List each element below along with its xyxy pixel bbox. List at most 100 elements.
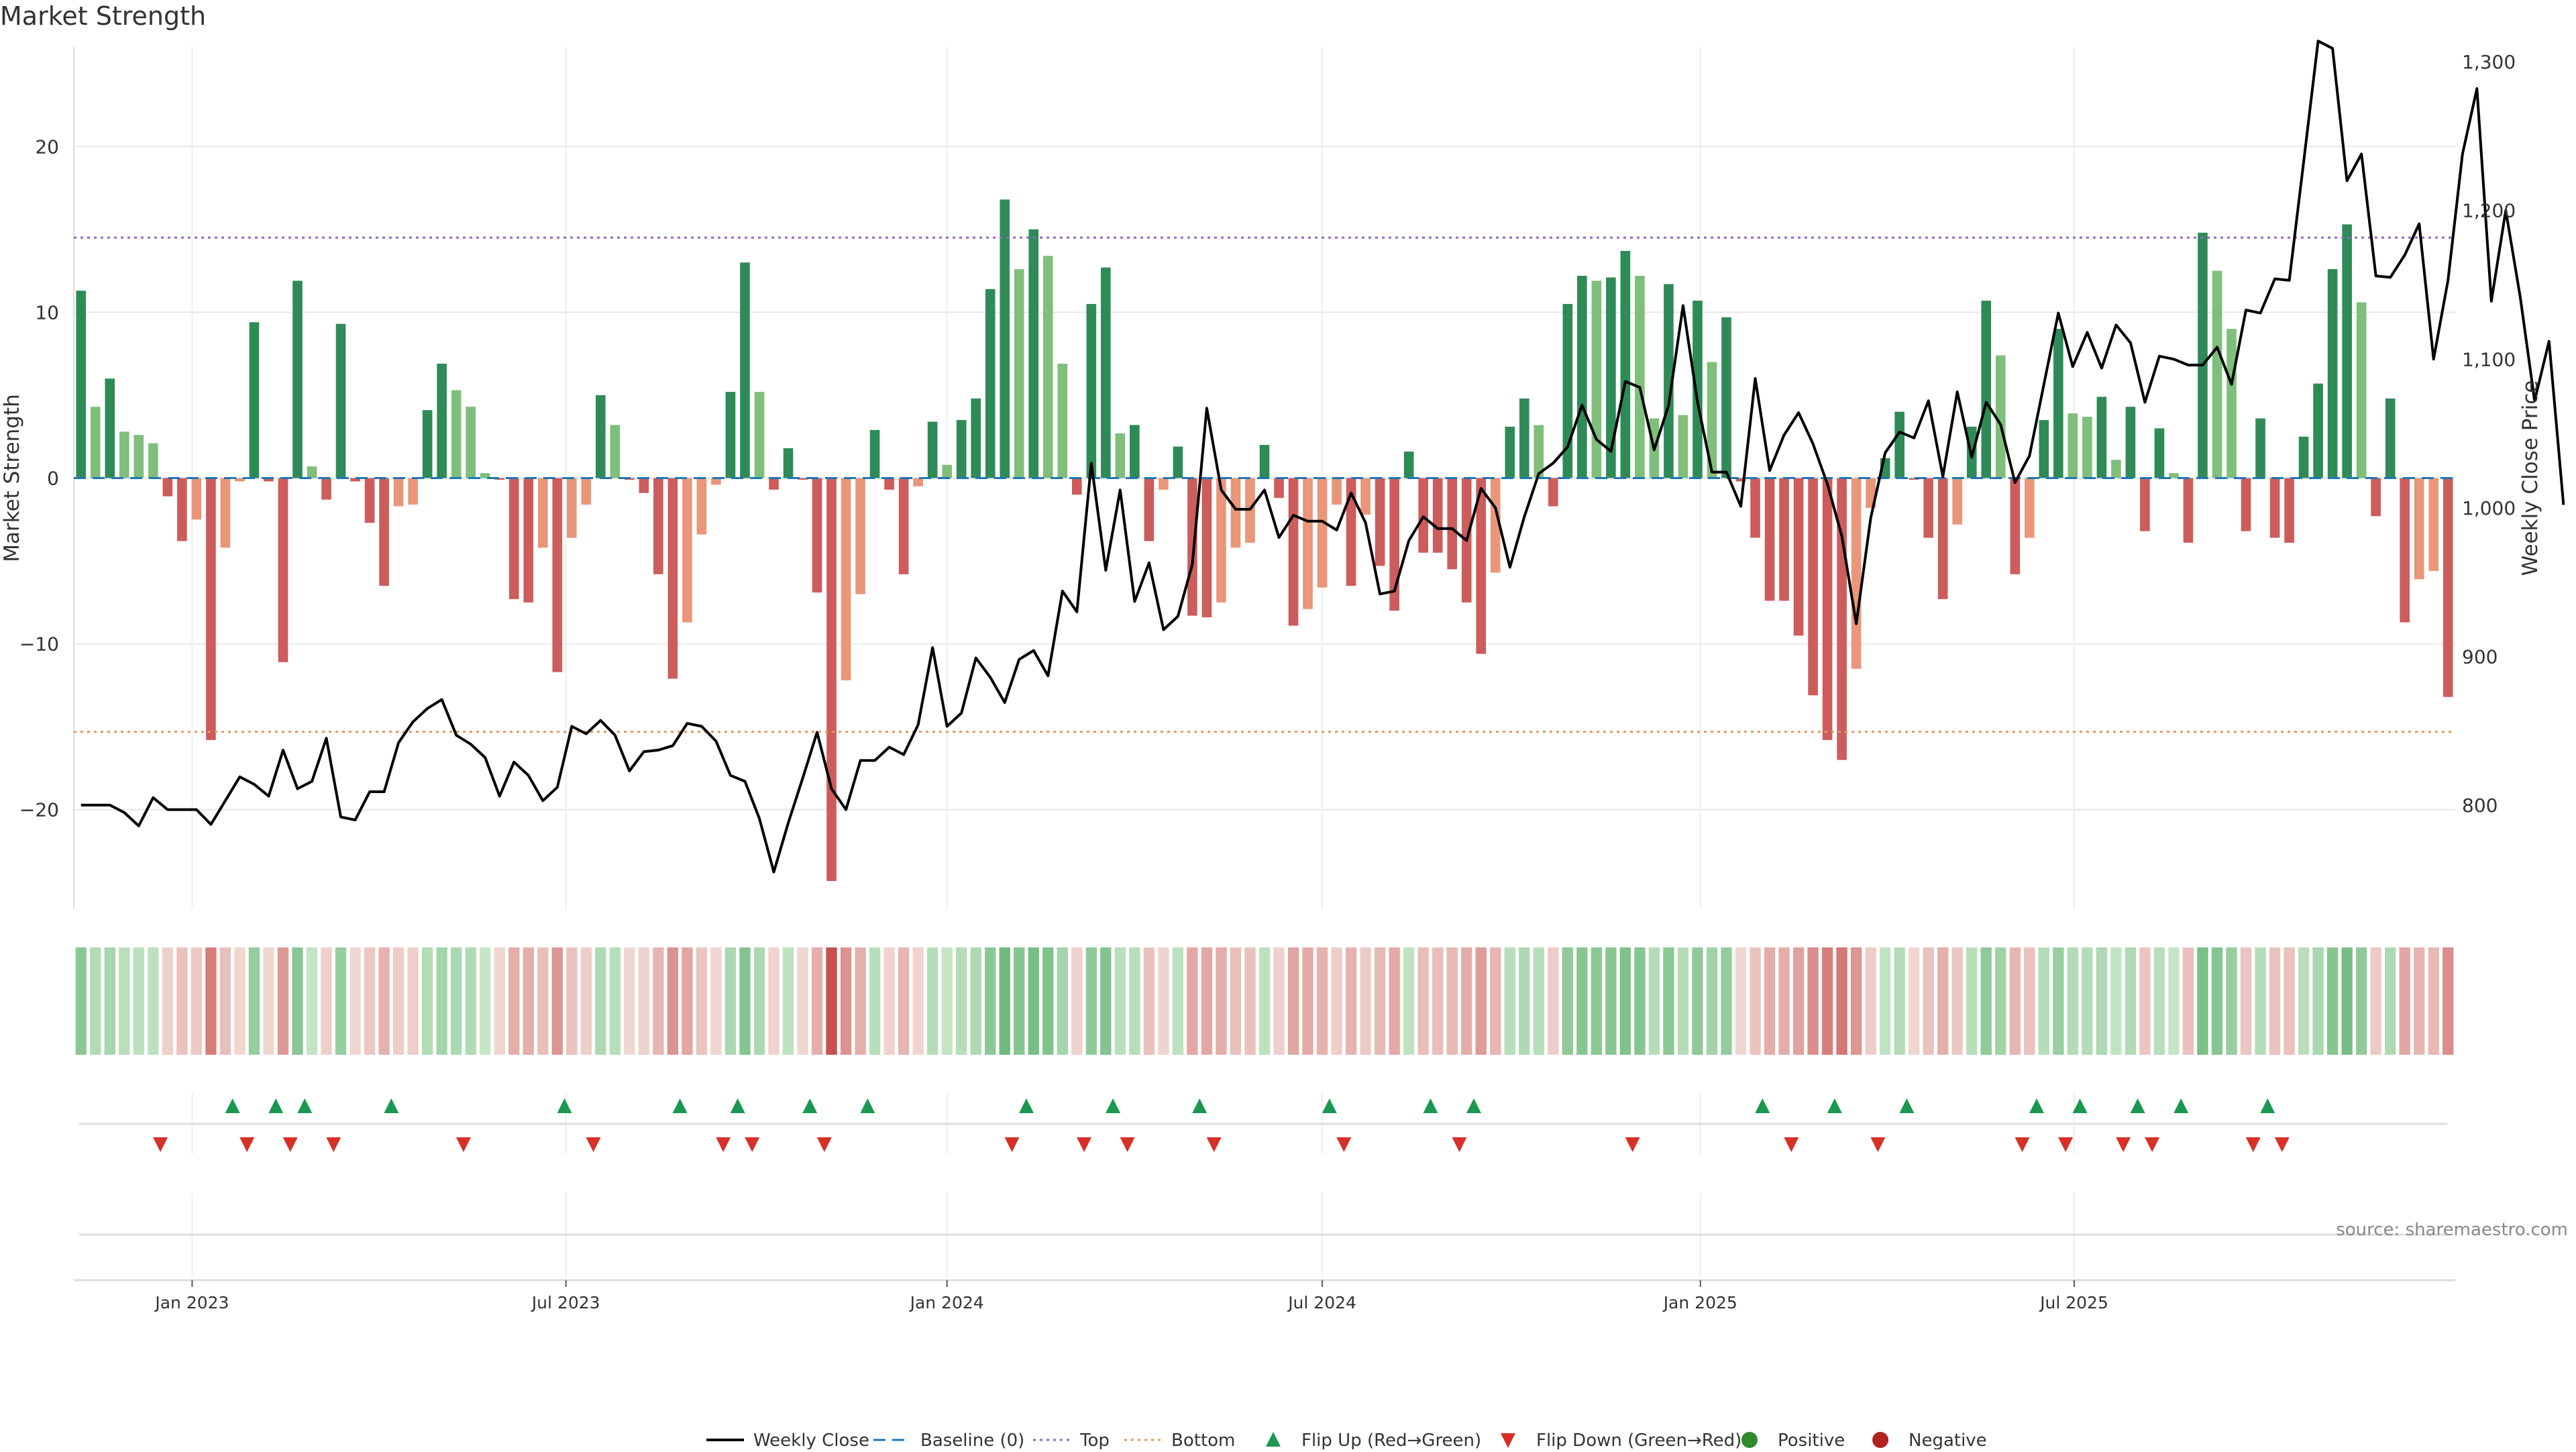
heat-cell <box>1792 947 1805 1055</box>
heat-cell <box>2024 947 2035 1055</box>
strength-bar <box>1678 415 1688 478</box>
heat-cell <box>1778 947 1790 1055</box>
strength-bar <box>798 478 808 480</box>
heat-cell <box>2211 947 2223 1055</box>
flip-down-marker <box>1077 1137 1092 1152</box>
strength-bar <box>1159 478 1169 490</box>
strength-bar <box>1952 478 1963 525</box>
heat-cell <box>1605 947 1617 1055</box>
strength-bar <box>1375 478 1385 566</box>
heat-cell <box>724 947 737 1055</box>
heat-cell <box>926 947 938 1055</box>
y2-tick-label: 1,100 <box>2462 348 2516 370</box>
heat-cell <box>191 947 203 1055</box>
heat-cell <box>436 947 447 1055</box>
heat-cell <box>1071 947 1083 1055</box>
legend-item-flip_down: Flip Down (Green→Red) <box>1501 1431 1741 1451</box>
y-tick-label: 20 <box>35 136 59 158</box>
flip-up-marker <box>1192 1098 1208 1113</box>
y2-axis-label: Weekly Close Price <box>2518 380 2542 576</box>
flip-up-marker <box>1423 1098 1438 1113</box>
strength-bar <box>942 464 952 478</box>
heat-cell <box>1302 947 1313 1055</box>
heat-cell <box>1692 947 1703 1055</box>
flip-up-marker <box>268 1098 284 1113</box>
strength-bar <box>307 466 317 478</box>
heat-cell <box>2082 947 2093 1055</box>
heat-cell <box>826 947 837 1055</box>
heat-cell <box>595 947 606 1055</box>
heat-cell <box>1143 947 1155 1055</box>
strength-bar <box>1014 269 1024 478</box>
flip-down-marker <box>1452 1137 1467 1152</box>
heat-cell <box>1244 947 1256 1055</box>
strength-bar <box>2169 473 2179 478</box>
strength-bar <box>1923 478 1934 538</box>
heat-cell <box>2312 947 2324 1055</box>
strength-bar <box>566 478 577 538</box>
heat-cell <box>1663 947 1674 1055</box>
heat-cell <box>1591 947 1603 1055</box>
strength-bar <box>725 392 736 478</box>
flip-up-marker <box>2029 1098 2045 1113</box>
heat-cell <box>1216 947 1227 1055</box>
strength-bar <box>2342 224 2352 478</box>
strength-bar <box>1808 478 1818 696</box>
heat-cell <box>421 947 433 1055</box>
strength-bar <box>1403 451 1414 478</box>
strength-bar <box>1866 478 1876 508</box>
strength-bar <box>552 478 563 672</box>
strength-bar <box>2313 383 2323 478</box>
strength-bar <box>2226 329 2237 478</box>
heat-cell <box>2110 947 2122 1055</box>
legend-item-top: Top <box>1033 1431 1110 1451</box>
strength-bar <box>2140 478 2150 531</box>
strength-bar <box>508 478 519 599</box>
strength-bar <box>1288 478 1299 626</box>
heat-cell <box>941 947 953 1055</box>
x-tick-label: Jan 2024 <box>909 1293 984 1312</box>
strength-bar <box>971 398 981 478</box>
strength-bar <box>2284 478 2294 543</box>
legend-item-positive: Positive <box>1741 1431 1845 1451</box>
strength-bar <box>1909 478 1919 480</box>
heat-cell <box>580 947 592 1055</box>
flip-down-marker <box>1625 1137 1640 1152</box>
heat-cell <box>2298 947 2310 1055</box>
heat-cell <box>739 947 751 1055</box>
heat-cell <box>162 947 174 1055</box>
strength-bar <box>869 429 880 478</box>
legend-item-baseline: Baseline (0) <box>873 1431 1024 1451</box>
heat-cell <box>1677 947 1689 1055</box>
strength-bar <box>1693 301 1703 478</box>
strength-bar <box>1851 478 1862 669</box>
flip-up-marker <box>2130 1098 2145 1113</box>
heat-cell <box>1446 947 1458 1055</box>
y2-tick-label: 1,000 <box>2462 497 2516 519</box>
strength-bar <box>1115 433 1126 478</box>
heat-cell <box>2355 947 2367 1055</box>
heat-cell <box>1085 947 1097 1055</box>
strength-bar <box>2371 478 2381 517</box>
strength-bar <box>1346 478 1356 586</box>
strength-bar <box>2400 478 2410 623</box>
flip-down-marker <box>816 1137 832 1152</box>
strength-bar <box>1259 445 1270 478</box>
heat-cell <box>2139 947 2151 1055</box>
strength-bar <box>769 478 779 490</box>
legend-swatch <box>1266 1432 1281 1447</box>
strength-bar <box>696 478 707 535</box>
strength-bar <box>1577 276 1587 478</box>
strength-bar <box>2269 478 2280 538</box>
flip-down-marker <box>282 1137 298 1152</box>
legend-label: Flip Down (Green→Red) <box>1536 1431 1741 1449</box>
heat-cell <box>710 947 722 1055</box>
heat-cell <box>1995 947 2006 1055</box>
weekly-close-line <box>80 40 2565 874</box>
strength-bar <box>1721 317 1731 478</box>
heat-cell <box>1475 947 1487 1055</box>
heat-cell <box>1735 947 1747 1055</box>
legend: Weekly Close Baseline (0) Top Bottom Flip Up… <box>706 1431 1987 1451</box>
heat-cell <box>1100 947 1112 1055</box>
